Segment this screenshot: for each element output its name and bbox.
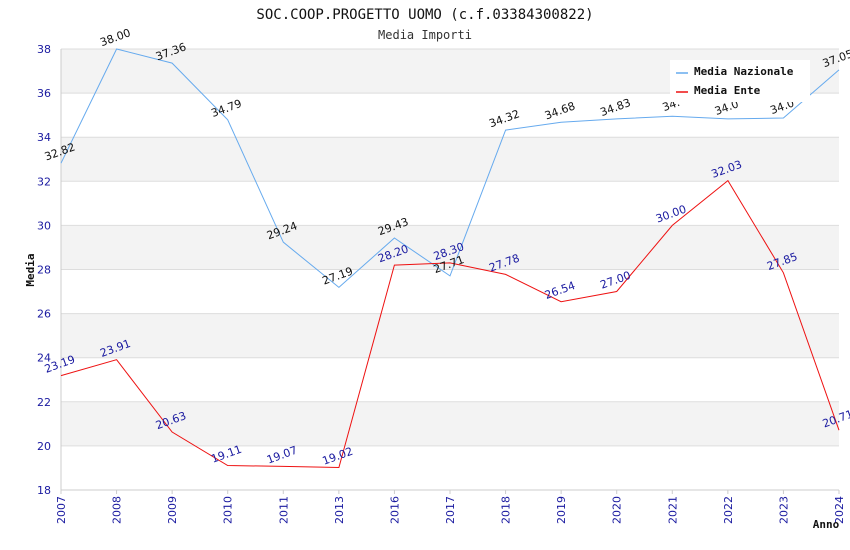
band: [61, 181, 839, 226]
x-tick-label: 2011: [277, 496, 290, 524]
y-tick-labels: 18 20 22 24 26 28 30 32 34 36 38: [37, 43, 51, 497]
y-tick-label: 22: [37, 396, 51, 409]
chart-title: SOC.COOP.PROGETTO UOMO (c.f.03384300822): [256, 7, 593, 23]
y-tick-label: 26: [37, 308, 51, 321]
data-label-media-nazionale: 38.00: [98, 26, 132, 49]
series-line-media-nazionale: [60, 48, 840, 289]
y-tick-label: 30: [37, 219, 51, 232]
x-tick-label: 2013: [333, 496, 346, 524]
y-tick-label: 18: [37, 484, 51, 497]
x-tick-labels: 2007 2008 2009 2010 2011 2013 2016 2017 2018 2019…: [55, 496, 846, 524]
x-tick-label: 2010: [222, 496, 235, 524]
series-lines: [60, 48, 840, 469]
x-tick-label: 2017: [444, 496, 457, 524]
x-tick-label: 2007: [55, 496, 68, 524]
x-tick-label: 2019: [555, 496, 568, 524]
y-tick-label: 38: [37, 43, 51, 56]
plot-background-bands: [61, 49, 839, 490]
legend: Media Nazionale Media Ente: [670, 60, 810, 102]
band: [61, 137, 839, 182]
band: [61, 445, 839, 490]
y-tick-label: 36: [37, 87, 51, 100]
y-tick-label: 20: [37, 440, 51, 453]
x-tick-label: 2018: [500, 496, 513, 524]
band: [61, 225, 839, 270]
chart-subtitle: Media Importi: [378, 28, 472, 42]
x-axis-title: Anno: [813, 518, 840, 531]
x-tick-label: 2008: [111, 496, 124, 524]
x-tick-label: 2022: [722, 496, 735, 524]
legend-box: [670, 60, 810, 102]
x-tick-label: 2016: [388, 496, 401, 524]
band: [61, 269, 839, 314]
legend-label-media-nazionale: Media Nazionale: [694, 65, 794, 78]
x-tick-label: 2009: [166, 496, 179, 524]
band: [61, 401, 839, 446]
legend-label-media-ente: Media Ente: [694, 84, 761, 97]
y-tick-label: 28: [37, 264, 51, 277]
y-axis-title: Media: [24, 253, 37, 286]
band: [61, 313, 839, 358]
x-tick-label: 2023: [777, 496, 790, 524]
y-tick-label: 34: [37, 131, 51, 144]
x-tick-label: 2021: [666, 496, 679, 524]
y-tick-label: 32: [37, 175, 51, 188]
y-tick-label: 24: [37, 352, 51, 365]
x-tick-label: 2020: [611, 496, 624, 524]
series-line-media-ente: [60, 179, 840, 469]
x-tick-label: 2024: [833, 496, 846, 524]
axes: [60, 49, 840, 494]
band: [61, 357, 839, 402]
